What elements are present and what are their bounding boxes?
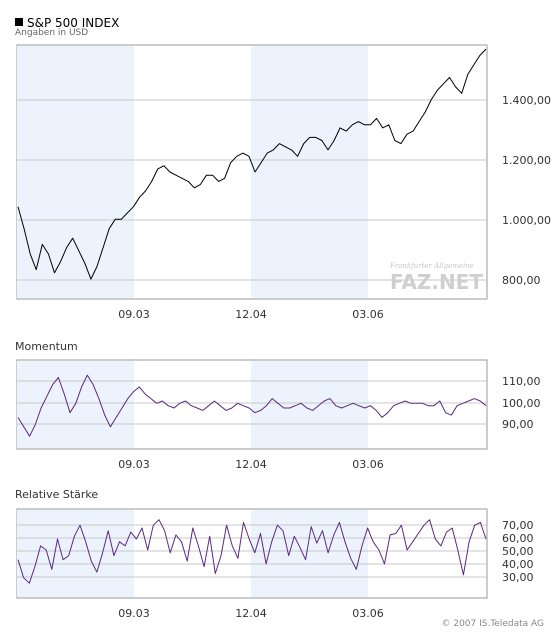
momentum-shade-band xyxy=(251,361,368,448)
momentum-title: Momentum xyxy=(15,340,78,353)
price-y-tick-label: 1.200,00 xyxy=(502,154,551,167)
price-shade-band xyxy=(17,46,134,298)
momentum-y-tick-label: 90,00 xyxy=(502,418,534,431)
relative-strength-y-tick-label: 30,00 xyxy=(502,571,534,584)
relative-strength-x-tick-label: 03.06 xyxy=(352,607,384,620)
relative-strength-x-tick-label: 12.04 xyxy=(235,607,267,620)
relative-strength-x-tick-label: 09.03 xyxy=(118,607,150,620)
price-x-tick-label: 09.03 xyxy=(118,308,150,321)
price-panel: Frankfurter Allgemeine FAZ.NET 1.400,00 … xyxy=(16,44,551,321)
relative-strength-y-tick-label: 50,00 xyxy=(502,545,534,558)
relative-strength-y-tick-label: 60,00 xyxy=(502,532,534,545)
price-shade-band xyxy=(251,46,368,298)
relative-strength-y-tick-label: 40,00 xyxy=(502,558,534,571)
momentum-panel: 110,00 100,00 90,00 09.03 12.04 03.06 xyxy=(16,359,541,471)
price-y-tick-label: 1.400,00 xyxy=(502,94,551,107)
title-marker-icon xyxy=(15,18,23,26)
price-series-line xyxy=(17,48,487,280)
watermark-publisher: Frankfurter Allgemeine xyxy=(389,262,474,270)
chart-subtitle: Angaben in USD xyxy=(15,28,89,38)
relative-strength-y-tick-label: 70,00 xyxy=(502,519,534,532)
price-x-tick-label: 12.04 xyxy=(235,308,267,321)
price-y-tick-label: 1.000,00 xyxy=(502,214,551,227)
momentum-y-tick-label: 110,00 xyxy=(502,375,541,388)
momentum-series-line xyxy=(17,374,487,437)
relative-strength-title: Relative Stärke xyxy=(15,488,99,501)
relative-strength-panel: 70,00 60,00 50,00 40,00 30,00 09.03 12.0… xyxy=(16,508,534,620)
watermark-logo: FAZ.NET xyxy=(390,270,483,294)
copyright-notice: © 2007 IS.Teledata AG xyxy=(441,619,544,629)
relative-strength-series-line xyxy=(17,519,487,584)
momentum-y-tick-label: 100,00 xyxy=(502,397,541,410)
chart-title: S&P 500 INDEX xyxy=(27,16,120,30)
momentum-x-tick-label: 03.06 xyxy=(352,458,384,471)
momentum-x-tick-label: 09.03 xyxy=(118,458,150,471)
momentum-x-tick-label: 12.04 xyxy=(235,458,267,471)
relative-strength-shade-band xyxy=(17,510,134,597)
chart-title-row: S&P 500 INDEX xyxy=(15,12,119,31)
price-y-tick-label: 800,00 xyxy=(502,274,541,287)
price-x-tick-label: 03.06 xyxy=(352,308,384,321)
